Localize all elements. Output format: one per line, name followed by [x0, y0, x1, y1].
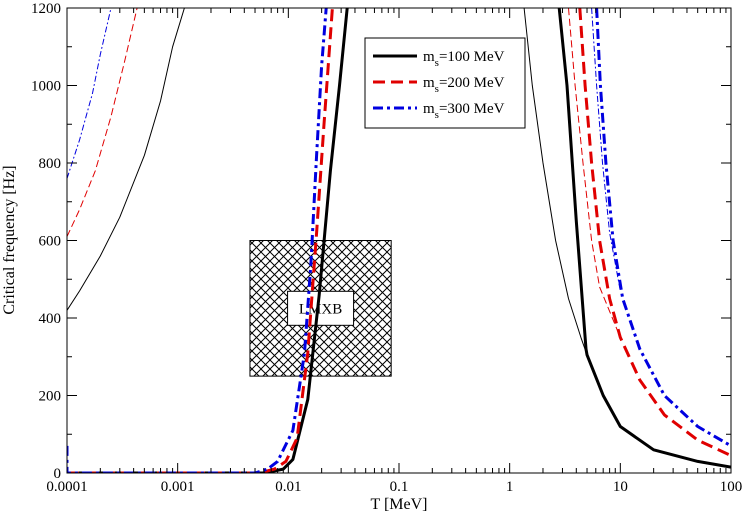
x-tick-label: 100	[720, 479, 743, 495]
legend-label: ms=300 MeV	[423, 101, 505, 121]
x-tick-label: 0.01	[275, 479, 301, 495]
x-tick-label: 10	[613, 479, 628, 495]
x-tick-label: 1	[506, 479, 514, 495]
lmxb-label-box	[287, 290, 355, 326]
y-tick-label: 800	[39, 156, 62, 172]
series-line-11	[67, 8, 112, 179]
y-tick-label: 600	[39, 234, 62, 250]
x-axis-label: T [MeV]	[370, 496, 427, 513]
x-tick-label: 0.0001	[46, 479, 87, 495]
x-tick-label: 0.001	[161, 479, 195, 495]
legend-label: ms=200 MeV	[423, 75, 505, 95]
series-line-9	[67, 8, 328, 473]
series-line-12	[591, 8, 621, 291]
series-line-2	[557, 8, 731, 469]
y-axis-label: Critical frequency [Hz]	[1, 165, 18, 314]
y-tick-label: 1200	[31, 1, 61, 17]
series-line-4	[523, 8, 588, 355]
series-line-10	[595, 8, 731, 448]
y-tick-label: 0	[54, 466, 62, 482]
series-line-1	[67, 8, 349, 473]
series-line-3	[67, 8, 185, 311]
y-tick-label: 1000	[31, 79, 61, 95]
y-tick-label: 400	[39, 311, 62, 327]
legend-label: ms=100 MeV	[423, 49, 505, 69]
lmxb-label: LMXB	[299, 301, 342, 317]
series-line-5	[67, 8, 334, 473]
series-line-7	[67, 8, 138, 237]
series-line-8	[568, 8, 621, 338]
series-line-6	[578, 8, 731, 457]
y-tick-label: 200	[39, 389, 62, 405]
x-tick-label: 0.1	[390, 479, 409, 495]
